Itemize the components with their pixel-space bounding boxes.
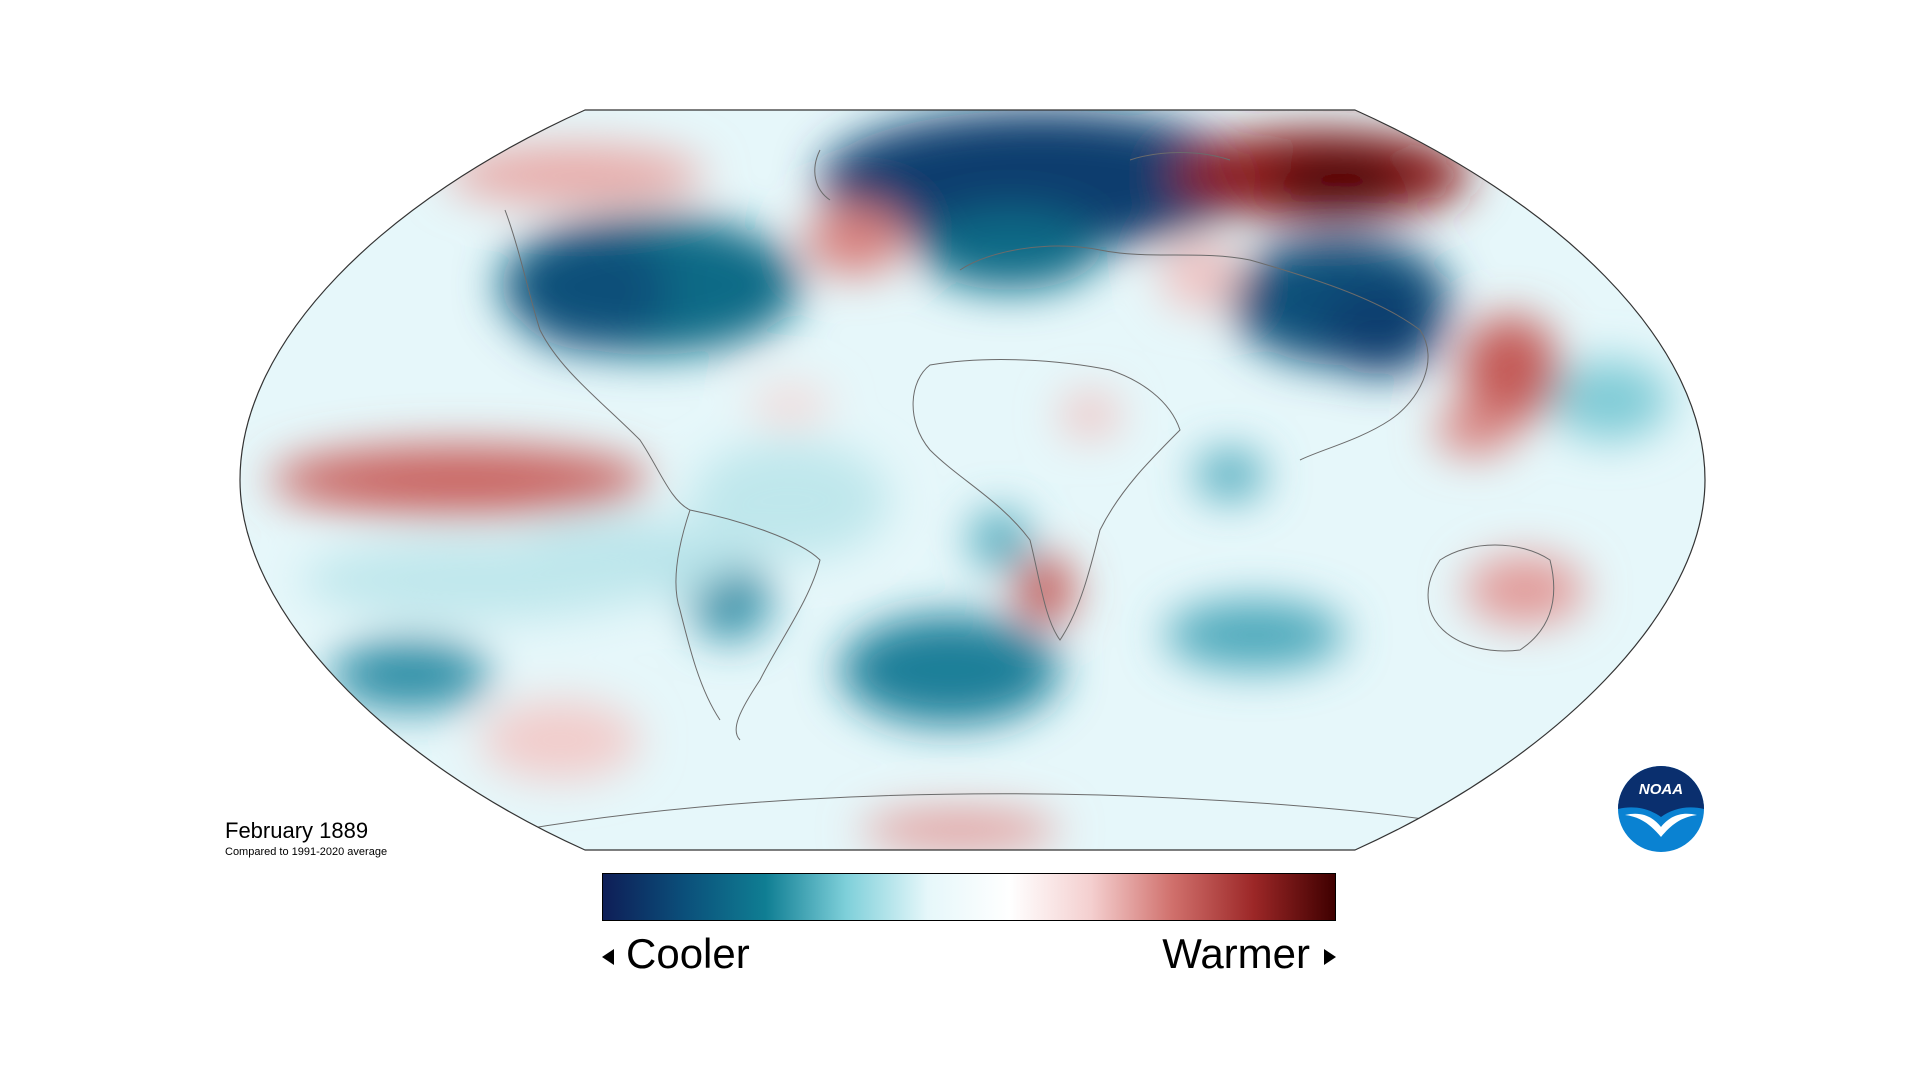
map-baseline-caption: Compared to 1991-2020 average [225, 846, 388, 858]
warmer-label: Warmer [1162, 930, 1310, 977]
globe-outline [239, 109, 1706, 851]
cooler-label: Cooler [626, 930, 750, 977]
right-arrow-icon [1324, 948, 1336, 965]
color-scale-bar [602, 873, 1336, 921]
anomaly-field [240, 110, 1705, 850]
warmer-label-group: Warmer [1162, 930, 1336, 978]
noaa-logo-text: NOAA [1639, 781, 1683, 798]
map-date-caption: February 1889 [225, 818, 369, 843]
left-arrow-icon [602, 948, 614, 965]
anomaly-blobs [270, 110, 1670, 850]
coastlines [504, 149, 1555, 831]
cooler-label-group: Cooler [602, 930, 750, 978]
noaa-logo: NOAA [1618, 766, 1704, 852]
